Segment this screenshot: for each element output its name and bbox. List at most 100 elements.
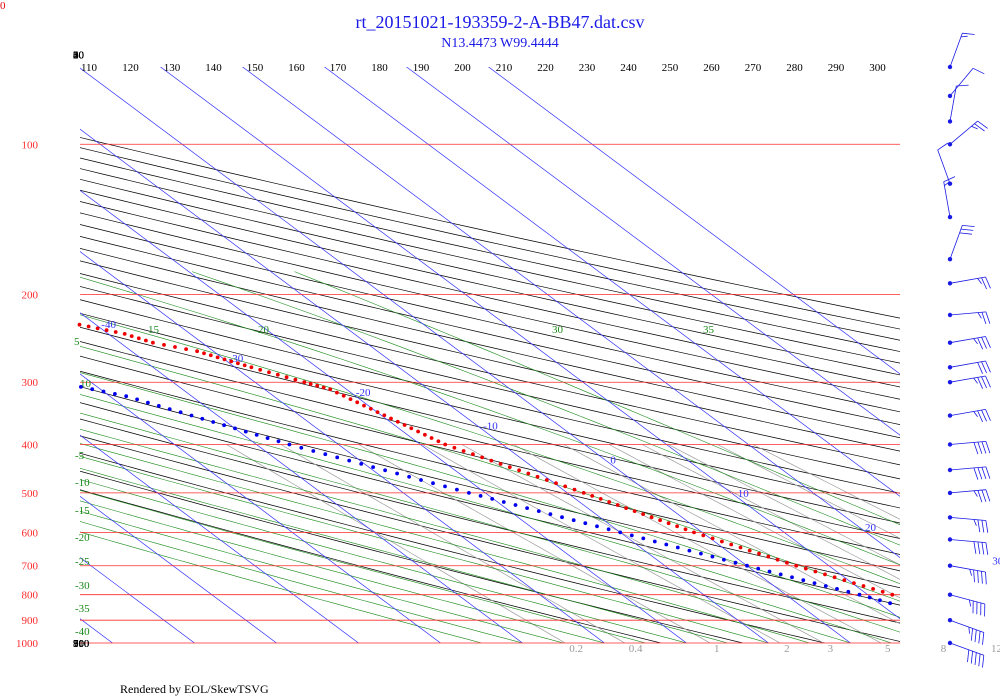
wind-barb-flag bbox=[973, 338, 978, 345]
temperature-point bbox=[173, 345, 177, 349]
moist-label: 30 bbox=[552, 324, 564, 336]
temperature-point bbox=[151, 340, 155, 345]
isotherm-line bbox=[80, 312, 523, 643]
pressure-label: 700 bbox=[22, 561, 39, 573]
temperature-trace bbox=[77, 322, 895, 597]
dewpoint-point bbox=[167, 407, 172, 411]
wind-barb-station bbox=[947, 119, 953, 124]
axis-labels: 1002003004005006007008009001000010203040… bbox=[16, 49, 1000, 655]
pressure-label: 500 bbox=[22, 488, 39, 500]
dry-adiabat-line bbox=[80, 273, 900, 466]
wind-barb-staff bbox=[949, 594, 985, 605]
pressure-label: 1000 bbox=[16, 638, 39, 650]
pressure-label: 900 bbox=[22, 615, 39, 627]
wind-barb-flag bbox=[985, 409, 991, 421]
wind-barb-flag bbox=[971, 125, 978, 130]
wind-barb-staff bbox=[949, 489, 986, 494]
dewpoint-point bbox=[79, 385, 83, 389]
dewpoint-point bbox=[299, 445, 304, 450]
dry-adiabat-line bbox=[80, 168, 900, 352]
wind-barb-flag bbox=[973, 377, 978, 384]
temperature-point bbox=[615, 503, 620, 507]
isotherm-line bbox=[80, 189, 687, 643]
dewpoint-point bbox=[629, 533, 634, 538]
moist-adiabat-line bbox=[191, 271, 900, 546]
dry-adiabat-line bbox=[80, 402, 900, 606]
dry-adiabat-line bbox=[80, 286, 900, 480]
dewpoint-point bbox=[525, 506, 529, 510]
temperature-point bbox=[871, 587, 875, 591]
isobars bbox=[80, 143, 900, 644]
dry-adiabat-line bbox=[80, 386, 900, 589]
wind-barb-staff bbox=[949, 311, 986, 316]
temperature-point bbox=[267, 370, 271, 375]
wind-barb-flag bbox=[967, 649, 970, 663]
wind-barb-flag bbox=[985, 311, 991, 324]
theta-label: 100 bbox=[73, 638, 90, 650]
theta-top-label: 190 bbox=[413, 62, 430, 74]
temperature-point bbox=[766, 554, 771, 559]
temperature-point bbox=[607, 500, 612, 504]
mixing-ratio-label: 2 bbox=[784, 643, 790, 655]
theta-top-label: 110 bbox=[81, 62, 98, 74]
dewpoint-point bbox=[857, 592, 862, 597]
wind-barb-flag bbox=[962, 32, 975, 35]
dewpoint-point bbox=[371, 465, 375, 469]
wind-barb-staff bbox=[949, 68, 974, 97]
isotherm-label: -20 bbox=[356, 387, 371, 399]
wind-barb-flag bbox=[970, 628, 973, 641]
wind-barb-staff bbox=[949, 409, 986, 416]
temperature-point bbox=[544, 478, 549, 482]
wind-barb-flag bbox=[985, 466, 991, 479]
dewpoint-point bbox=[287, 442, 292, 447]
wind-barb-flag bbox=[959, 232, 972, 235]
dewpoint-point bbox=[867, 595, 872, 600]
wind-barb-flag bbox=[977, 570, 979, 583]
temperature-point bbox=[275, 372, 280, 377]
dry-adiabat-line bbox=[80, 248, 900, 439]
temperature-point bbox=[429, 436, 434, 440]
moist-label: -5 bbox=[75, 450, 85, 462]
wind-barb-flag bbox=[977, 490, 983, 503]
dewpoint-point bbox=[710, 554, 715, 559]
wind-barb-staff bbox=[949, 466, 986, 471]
wind-barb-flag bbox=[977, 467, 983, 480]
moist-adiabat-line bbox=[80, 428, 851, 643]
dry-adiabat-line bbox=[80, 435, 900, 642]
dewpoint-point bbox=[778, 572, 783, 577]
moist-adiabat-line bbox=[294, 271, 900, 526]
dewpoint-point bbox=[347, 458, 352, 463]
wind-barb-flag bbox=[974, 652, 977, 665]
dry-adiabat-line bbox=[80, 326, 900, 524]
wind-barb-flag bbox=[977, 410, 983, 423]
dewpoint-point bbox=[571, 518, 576, 523]
wind-barb-flag bbox=[972, 67, 985, 75]
temperature-point bbox=[416, 429, 420, 434]
temperature-point bbox=[389, 416, 393, 421]
temperature-point bbox=[658, 518, 662, 523]
moist-adiabats bbox=[80, 271, 900, 643]
wind-barb-flag bbox=[977, 120, 988, 129]
temperature-point bbox=[202, 351, 206, 356]
wind-barb-flag bbox=[985, 276, 991, 289]
dewpoint-point bbox=[265, 436, 270, 440]
dewpoint-point bbox=[490, 497, 495, 501]
moist-label: 20 bbox=[258, 324, 270, 336]
dry-adiabat-line bbox=[80, 355, 900, 555]
wind-barb-flag bbox=[944, 181, 951, 186]
temperature-point bbox=[624, 506, 628, 510]
pressure-label: 200 bbox=[22, 289, 39, 301]
temperature-point bbox=[335, 390, 339, 395]
temperature-point bbox=[348, 397, 353, 401]
temperature-point bbox=[632, 509, 637, 513]
temperature-point bbox=[757, 551, 761, 556]
theta-top-label: 130 bbox=[164, 62, 181, 74]
temperature-point bbox=[436, 439, 441, 444]
wind-barb-flag bbox=[981, 441, 987, 454]
temperature-point bbox=[775, 557, 780, 562]
wind-barb-flag bbox=[977, 312, 982, 319]
wind-barb-flag bbox=[968, 626, 970, 634]
dewpoint-point bbox=[618, 530, 623, 535]
temperature-point bbox=[517, 468, 521, 473]
temperature-point bbox=[229, 359, 234, 364]
